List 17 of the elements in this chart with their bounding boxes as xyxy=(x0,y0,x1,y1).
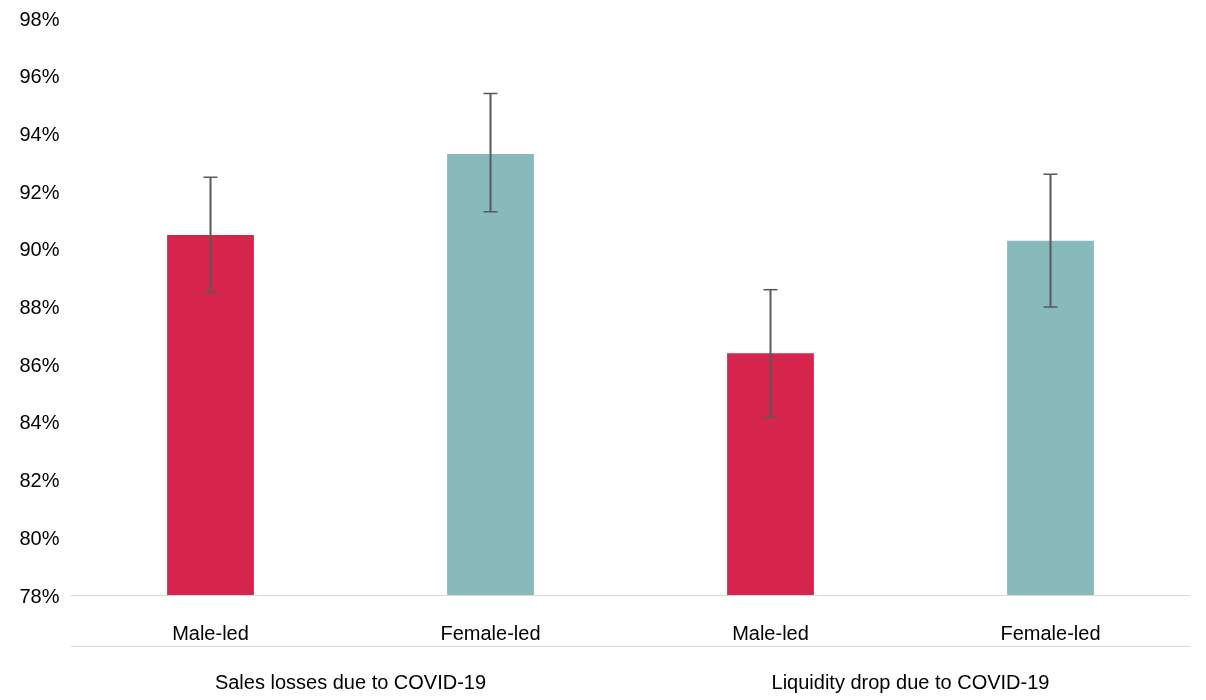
y-tick-label: 92% xyxy=(19,180,60,203)
y-tick-label: 86% xyxy=(19,353,60,376)
x-tick-label: Female-led xyxy=(1000,621,1101,644)
y-tick-label: 96% xyxy=(19,65,60,88)
y-tick-label: 78% xyxy=(19,584,60,607)
y-tick-label: 94% xyxy=(19,122,60,145)
y-tick-label: 90% xyxy=(19,238,60,261)
y-tick-label: 88% xyxy=(19,296,60,318)
x-tick-label: Male-led xyxy=(172,621,249,644)
y-tick-label: 84% xyxy=(19,411,60,434)
text: Sales losses due to COVID-19 xyxy=(214,670,487,693)
y-tick-label: 98% xyxy=(19,7,60,30)
x-tick-label: Male-led xyxy=(732,621,809,644)
x-tick-label: Female-led xyxy=(440,621,541,644)
y-tick-label: 80% xyxy=(19,526,60,549)
y-tick-label: 82% xyxy=(19,469,60,492)
text: Liquidity drop due to COVID-19 xyxy=(771,670,1050,693)
